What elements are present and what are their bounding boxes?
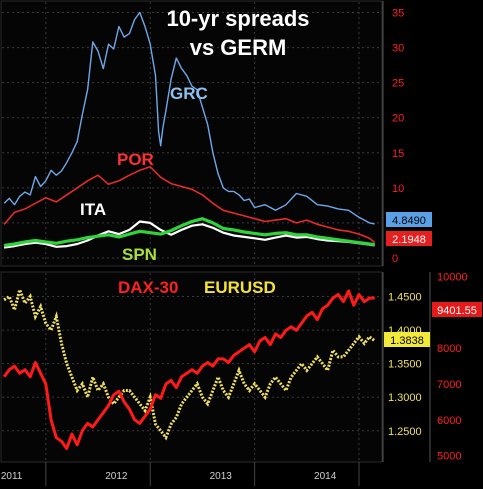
dax-plot-frame xyxy=(0,271,383,463)
eurusd-badge-box xyxy=(384,332,430,347)
dax-tick-label: 8000 xyxy=(437,343,461,355)
spreads-tick-label: 20 xyxy=(392,113,404,125)
x-tick-label: 2011 xyxy=(1,471,23,482)
series-line-eurusd xyxy=(3,284,376,441)
spreads-panel: 05101520253035 10-yr spreads vs GERM GRC… xyxy=(0,0,432,267)
spreads-series xyxy=(3,11,376,249)
grc-last-value-badge: 4.8490 xyxy=(386,212,432,227)
series-label-spn: SPN xyxy=(122,245,157,264)
dax-grid xyxy=(2,273,382,461)
spreads-tick-label: 35 xyxy=(392,8,404,20)
dax-tick-label: 5000 xyxy=(437,451,461,463)
eurusd-last-value-badge: 1.3838 xyxy=(384,332,430,347)
spreads-tick-label: 15 xyxy=(392,148,404,160)
series-line-ita xyxy=(3,220,375,249)
chart-title: 10-yr spreads xyxy=(166,6,309,31)
series-label-dax: DAX-30 xyxy=(118,278,178,297)
dax-eurusd-series xyxy=(2,284,376,450)
spreads-axis-ticks: 05101520253035 xyxy=(392,8,404,265)
series-line-spn xyxy=(3,217,375,247)
por-last-value-badge: 2.1948 xyxy=(386,231,432,246)
grc-badge-box xyxy=(386,212,432,227)
chart-subtitle: vs GERM xyxy=(190,35,287,60)
x-tick-label: 2013 xyxy=(210,471,233,482)
por-badge-box xyxy=(386,231,432,246)
series-line-por xyxy=(3,166,376,244)
x-axis-ticks: 2011 2012 2013 2014 xyxy=(1,462,360,486)
grc-last-value: 4.8490 xyxy=(392,215,426,227)
series-label-por: POR xyxy=(117,150,154,169)
dax-eurusd-panel: 1.25001.30001.35001.40001.45005000600070… xyxy=(0,271,482,486)
series-label-grc: GRC xyxy=(170,84,208,103)
spreads-tick-label: 30 xyxy=(392,43,404,55)
eurusd-tick-label: 1.2500 xyxy=(388,426,422,438)
x-tick-label: 2012 xyxy=(105,471,128,482)
spreads-tick-label: 10 xyxy=(392,183,404,195)
dax-axis-ticks: 1.25001.30001.35001.40001.45005000600070… xyxy=(388,272,468,463)
series-line-grc xyxy=(3,11,375,225)
series-line-dax xyxy=(2,289,375,450)
series-label-ita: ITA xyxy=(80,200,106,219)
spreads-tick-label: 0 xyxy=(392,253,398,265)
dax-tick-label: 6000 xyxy=(437,415,461,427)
spreads-grid xyxy=(2,2,382,265)
eurusd-tick-label: 1.3000 xyxy=(388,392,422,404)
por-last-value: 2.1948 xyxy=(392,234,426,246)
dax-last-value-badge: 9401.55 xyxy=(432,302,482,317)
eurusd-last-value: 1.3838 xyxy=(390,335,424,347)
eurusd-tick-label: 1.3500 xyxy=(388,359,422,371)
dax-tick-label: 10000 xyxy=(437,272,468,284)
dax-tick-label: 7000 xyxy=(437,379,461,391)
eurusd-tick-label: 1.4500 xyxy=(388,292,422,304)
dax-last-value: 9401.55 xyxy=(437,305,477,317)
dax-badge-box xyxy=(432,302,482,317)
series-label-eurusd: EURUSD xyxy=(204,278,276,297)
x-tick-label: 2014 xyxy=(314,471,337,482)
spreads-tick-label: 25 xyxy=(392,78,404,90)
